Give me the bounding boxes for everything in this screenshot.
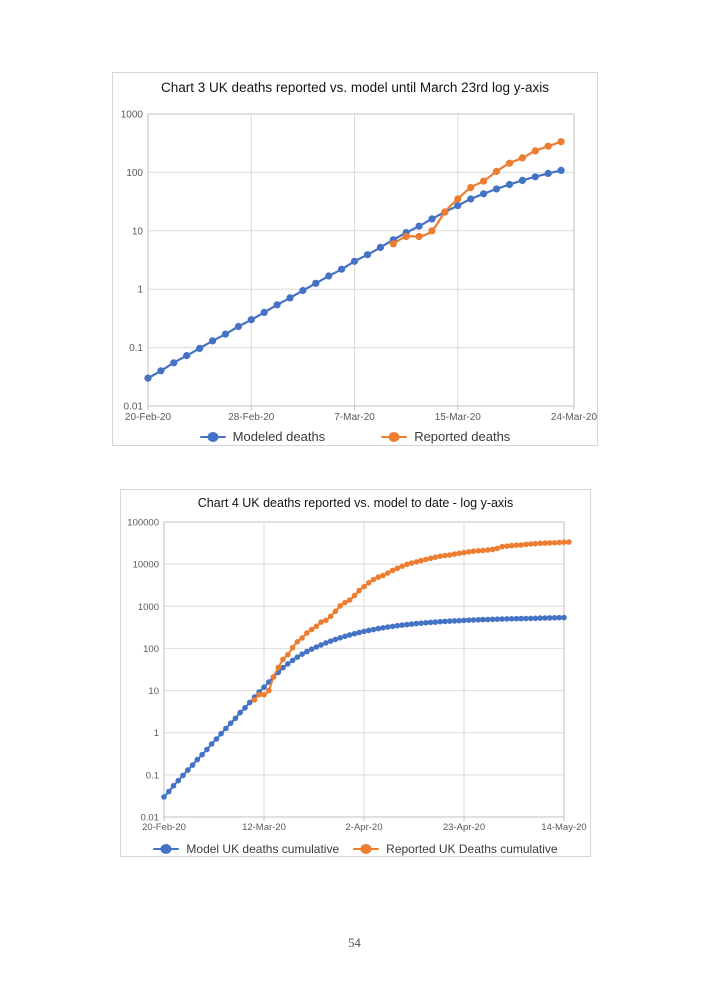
modeled-deaths-marker-icon — [199, 431, 226, 443]
chart4-legend-item-reported: Reported UK Deaths cumulative — [353, 842, 558, 856]
gridlines — [147, 113, 575, 410]
x-axis-tick-label: 23-Apr-20 — [443, 822, 485, 833]
chart4-title: Chart 4 UK deaths reported vs. model to … — [197, 496, 514, 510]
reported-cumulative-marker-icon — [353, 843, 380, 855]
y-axis-tick-label: 10 — [132, 226, 144, 237]
y-axis-tick-label: 1000 — [138, 602, 159, 613]
y-axis-tick-label: 0.1 — [146, 770, 159, 781]
series-markers-modeled-deaths — [144, 166, 565, 382]
chart3-legend-item-reported: Reported deaths — [381, 429, 510, 444]
series-reported-deaths — [389, 138, 565, 248]
legend-label: Modeled deaths — [232, 429, 326, 444]
series-model-uk-deaths-cumulative — [161, 614, 567, 800]
gridlines — [163, 521, 565, 821]
y-axis-tick-label: 100 — [143, 644, 159, 655]
model-cumulative-marker-icon — [153, 843, 180, 855]
chart4-legend: Model UK deaths cumulative Reported UK D… — [121, 842, 590, 856]
series-modeled-deaths — [144, 166, 565, 382]
y-axis-tick-label: 1 — [154, 728, 159, 739]
x-axis-tick-label: 24-Mar-20 — [551, 412, 598, 423]
x-axis-tick-label: 12-Mar-20 — [242, 822, 286, 833]
x-axis-tick-label: 20-Feb-20 — [125, 412, 172, 423]
page-number: 54 — [348, 936, 361, 950]
chart3-title: Chart 3 UK deaths reported vs. model unt… — [161, 80, 549, 95]
chart3-legend-item-modeled: Modeled deaths — [199, 429, 326, 444]
chart3-container: Chart 3 UK deaths reported vs. model unt… — [112, 72, 598, 446]
y-axis-tick-label: 0.01 — [124, 402, 144, 413]
x-axis-tick-label: 20-Feb-20 — [142, 822, 186, 833]
series-markers-reported-uk-deaths-cumulative — [251, 539, 572, 703]
legend-label: Reported deaths — [414, 429, 511, 444]
chart3-legend: Modeled deaths Reported deaths — [113, 429, 597, 444]
x-axis-tick-label: 2-Apr-20 — [346, 822, 383, 833]
x-axis-tick-label: 28-Feb-20 — [228, 412, 275, 423]
x-axis-tick-label: 7-Mar-20 — [334, 412, 375, 423]
x-axis-tick-label: 15-Mar-20 — [435, 412, 482, 423]
y-axis-tick-label: 0.1 — [129, 343, 143, 354]
y-axis-tick-label: 100 — [126, 168, 143, 179]
series-markers-reported-deaths — [389, 138, 565, 248]
series-reported-uk-deaths-cumulative — [251, 539, 572, 703]
y-axis-tick-label: 100000 — [127, 518, 159, 529]
y-axis-tick-label: 1 — [137, 285, 143, 296]
chart4-legend-item-model: Model UK deaths cumulative — [153, 842, 339, 856]
reported-deaths-marker-icon — [381, 431, 408, 443]
legend-label: Model UK deaths cumulative — [186, 842, 340, 856]
plot-area-border — [163, 521, 565, 818]
series-markers-model-uk-deaths-cumulative — [161, 614, 567, 800]
y-axis-tick-label: 10 — [148, 686, 159, 697]
y-axis-tick-label: 10000 — [133, 560, 159, 571]
x-axis-tick-label: 14-May-20 — [541, 822, 586, 833]
chart4-container: Chart 4 UK deaths reported vs. model to … — [120, 489, 591, 857]
y-axis-tick-label: 0.01 — [141, 813, 160, 824]
y-axis-tick-label: 1000 — [121, 110, 144, 121]
plot-area-border — [147, 113, 575, 407]
legend-label: Reported UK Deaths cumulative — [386, 842, 558, 856]
